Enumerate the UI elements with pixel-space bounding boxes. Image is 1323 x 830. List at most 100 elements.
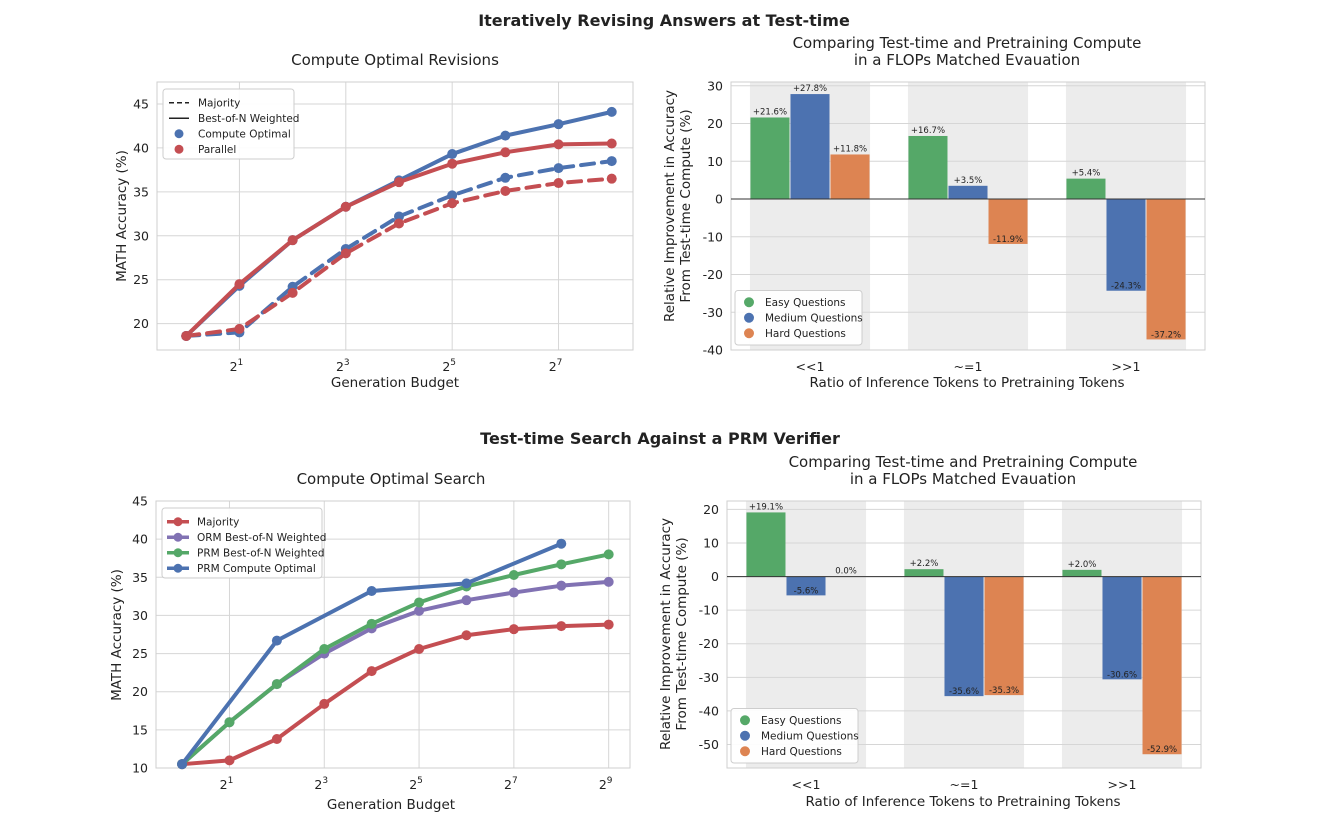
bar [988,199,1028,244]
x-tick-label: 27 [549,358,563,374]
x-tick-label: >>1 [1108,777,1137,792]
data-point [603,549,614,560]
data-point [234,323,245,334]
y-tick-label: -50 [699,737,719,752]
data-point [414,597,425,608]
data-label: +5.4% [1072,169,1101,179]
y-axis-label: MATH Accuracy (%) [109,569,125,701]
legend-label: Hard Questions [765,328,846,340]
data-point [447,190,458,201]
y-tick-label: 45 [133,96,149,111]
series-hard-questions: 0.0% -35.3% -52.9% [826,567,1182,755]
data-point [606,106,617,117]
bar [1146,199,1186,340]
y-tick-label: 10 [132,761,148,776]
legend-swatch [740,715,750,726]
plot-frame [730,81,1206,351]
legend: Majority ORM Best-of-N Weighted PRM Best-o… [161,507,326,579]
y-tick-label: -30 [699,670,719,685]
series-easy-questions: +21.6% +16.7% +5.4% [750,107,1106,200]
data-label: +2.2% [910,559,939,569]
bar [984,576,1024,696]
data-point [366,586,377,597]
y-tick-label: -20 [699,636,719,651]
y-axis-label: Relative Improvement in Accuracy [662,90,678,322]
data-point [287,287,298,298]
x-axis-label: Ratio of Inference Tokens to Pretraining… [809,375,1124,391]
bar [1062,569,1102,577]
series-medium-questions: -5.6% -35.6% -30.6% [786,576,1142,697]
data-point [271,635,282,646]
y-tick-label: 10 [707,154,723,169]
x-axis-label: Ratio of Inference Tokens to Pretraining… [805,794,1120,810]
data-label: +3.5% [954,176,983,186]
data-point [340,201,351,212]
legend-box [730,708,859,764]
data-point [461,630,472,641]
series-line [180,579,611,767]
x-tick-label: 21 [220,776,234,792]
legend-box [734,290,863,346]
data-label: +16.7% [911,126,945,136]
chart-subtitle: in a FLOPs Matched Evauation [854,51,1080,69]
chart-title: Comparing Test-time and Pretraining Comp… [793,34,1142,52]
data-point [447,158,458,169]
legend-swatch [174,129,184,139]
data-point [319,643,330,654]
legend-item: ORM Best-of-N Weighted [167,532,326,544]
y-tick-label: -30 [703,305,723,320]
bar [746,512,786,577]
legend-item: Hard Questions [744,328,846,340]
legend-swatch [740,730,750,741]
section-top-title: Iteratively Revising Answers at Test-tim… [478,11,850,30]
data-point [393,177,404,188]
y-tick-label: 20 [132,684,148,699]
chart-title: Compute Optimal Search [297,470,486,488]
chart-subtitle: in a FLOPs Matched Evauation [850,470,1076,488]
y-tick-label: 0 [711,569,719,584]
data-label: -35.3% [989,686,1019,696]
data-point [393,218,404,229]
legend-label: PRM Compute Optimal [197,563,316,575]
data-point [606,138,617,149]
legend-label: Easy Questions [765,297,846,309]
legend-item: PRM Compute Optimal [167,563,316,575]
y-tick-label: 40 [133,140,149,155]
series-line [184,159,614,338]
y-axis-label: MATH Accuracy (%) [114,150,130,282]
series-hard-questions: +11.8% -11.9% -37.2% [830,144,1186,340]
data-label: +2.0% [1068,560,1097,570]
legend-label: Majority [197,517,239,529]
x-tick-label: 25 [409,776,423,792]
chart-title: Comparing Test-time and Pretraining Comp… [789,453,1138,471]
data-point [553,178,564,189]
x-axis-label: Generation Budget [331,375,459,391]
legend-item: Majority [167,517,239,529]
data-point [606,173,617,184]
data-label: -5.6% [794,586,819,596]
data-label: +11.8% [833,144,867,154]
data-label: +19.1% [749,502,783,512]
bar [1106,199,1146,291]
legend-item: Parallel [174,144,236,156]
y-tick-label: -40 [703,343,723,358]
data-point [606,156,617,167]
legend-box [162,88,295,160]
y-axis-label: Relative Improvement in Accuracy [658,518,674,750]
series-prm-compute-optimal [177,538,567,770]
data-point [508,624,519,635]
data-point [414,643,425,654]
legend-swatch [744,328,754,339]
data-point [340,248,351,259]
data-point [393,211,404,222]
bar [1066,178,1106,200]
data-point [271,734,282,745]
y-tick-label: 25 [133,272,149,287]
legend-label: Best-of-N Weighted [198,113,299,125]
bar [750,117,790,200]
data-point [287,235,298,246]
y-tick-label: 35 [133,184,149,199]
legend-item: Majority [169,98,240,110]
series-medium-questions: +27.8% +3.5% -24.3% [790,84,1146,292]
section-bottom-title: Test-time Search Against a PRM Verifier [480,429,840,448]
